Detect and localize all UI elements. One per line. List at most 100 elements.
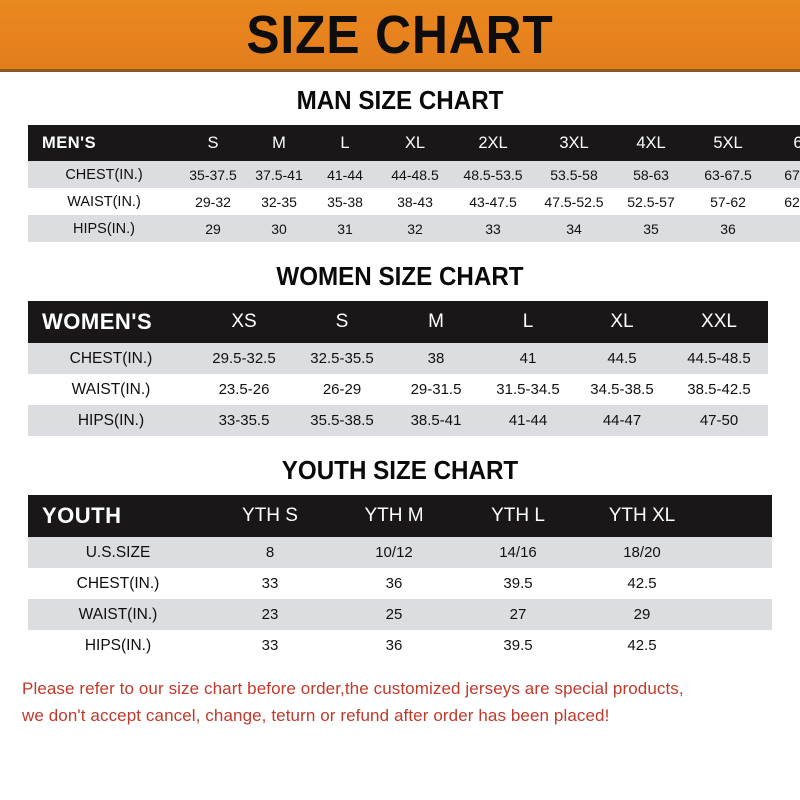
table-cell: 32 — [378, 215, 452, 242]
table-cell: 38-43 — [378, 188, 452, 215]
header-cell-size: YTH XL — [580, 495, 704, 537]
table-row: CHEST(IN.) 33 36 39.5 42.5 — [28, 568, 772, 599]
table-cell: 33 — [208, 630, 332, 661]
row-label: WAIST(IN.) — [28, 188, 180, 215]
table-cell: 63-67.5 — [688, 161, 768, 188]
disclaimer-line-2: we don't accept cancel, change, teturn o… — [22, 706, 610, 725]
row-label: HIPS(IN.) — [28, 215, 180, 242]
table-cell: 35.5-38.5 — [294, 405, 390, 436]
section-man: MAN SIZE CHART MEN'S S M L XL 2XL — [0, 86, 800, 242]
header-cell-size: XL — [574, 301, 670, 343]
table-cell: 44.5-48.5 — [670, 343, 768, 374]
table-row: HIPS(IN.) 33 36 39.5 42.5 — [28, 630, 772, 661]
table-cell: 47.5-52.5 — [534, 188, 614, 215]
table-cell-spacer — [704, 568, 772, 599]
section-title-youth: YOUTH SIZE CHART — [281, 455, 519, 485]
table-cell: 29.5-32.5 — [194, 343, 294, 374]
row-label: CHEST(IN.) — [28, 161, 180, 188]
table-cell: 35-37.5 — [180, 161, 246, 188]
table-cell: 44.5 — [574, 343, 670, 374]
table-row: WAIST(IN.) 23.5-26 26-29 29-31.5 31.5-34… — [28, 374, 768, 405]
header-cell-size: M — [390, 301, 482, 343]
header-cell-size: YTH M — [332, 495, 456, 537]
table-cell: 33 — [208, 568, 332, 599]
table-cell: 8 — [208, 537, 332, 568]
table-cell: 27 — [456, 599, 580, 630]
header-cell-size: S — [294, 301, 390, 343]
table-cell: 41-44 — [312, 161, 378, 188]
table-row: WAIST(IN.) 29-32 32-35 35-38 38-43 43-47… — [28, 188, 800, 215]
page-banner: SIZE CHART — [0, 0, 800, 72]
table-wrap-women: WOMEN'S XS S M L XL XXL CHEST(IN.) 29.5-… — [28, 301, 772, 436]
table-cell: 25 — [332, 599, 456, 630]
table-cell: 34.5-38.5 — [574, 374, 670, 405]
table-cell: 32.5-35.5 — [294, 343, 390, 374]
table-wrap-man: MEN'S S M L XL 2XL 3XL 4XL 5XL 6XL CHEST… — [28, 125, 800, 242]
table-cell: 41-44 — [482, 405, 574, 436]
table-cell: 18/20 — [580, 537, 704, 568]
table-cell: 36 — [688, 215, 768, 242]
table-cell: 39.5 — [456, 568, 580, 599]
table-cell: 26-29 — [294, 374, 390, 405]
header-cell-size: YTH S — [208, 495, 332, 537]
table-cell: 36 — [332, 568, 456, 599]
size-table-youth: YOUTH YTH S YTH M YTH L YTH XL U.S.SIZE … — [28, 495, 772, 661]
table-cell: 37.5-41 — [246, 161, 312, 188]
table-cell: 23 — [208, 599, 332, 630]
table-row: WAIST(IN.) 23 25 27 29 — [28, 599, 772, 630]
table-row: CHEST(IN.) 29.5-32.5 32.5-35.5 38 41 44.… — [28, 343, 768, 374]
table-header-row: WOMEN'S XS S M L XL XXL — [28, 301, 768, 343]
row-label: CHEST(IN.) — [28, 343, 194, 374]
table-cell: 23.5-26 — [194, 374, 294, 405]
table-row: HIPS(IN.) 33-35.5 35.5-38.5 38.5-41 41-4… — [28, 405, 768, 436]
section-title-women: WOMEN SIZE CHART — [276, 261, 524, 291]
table-cell: 29 — [580, 599, 704, 630]
row-label: HIPS(IN.) — [28, 630, 208, 661]
header-cell-size: XS — [194, 301, 294, 343]
table-cell: 38 — [390, 343, 482, 374]
table-cell: 29-32 — [180, 188, 246, 215]
header-cell-size: M — [246, 125, 312, 161]
header-cell-spacer — [704, 495, 772, 537]
table-cell: 52.5-57 — [614, 188, 688, 215]
table-cell: 35-38 — [312, 188, 378, 215]
header-cell-size: YTH L — [456, 495, 580, 537]
row-label: HIPS(IN.) — [28, 405, 194, 436]
table-body-youth: YOUTH YTH S YTH M YTH L YTH XL U.S.SIZE … — [28, 495, 772, 661]
table-wrap-youth: YOUTH YTH S YTH M YTH L YTH XL U.S.SIZE … — [28, 495, 772, 661]
table-cell-spacer — [704, 537, 772, 568]
header-cell-size: L — [312, 125, 378, 161]
table-cell: 30 — [246, 215, 312, 242]
table-cell: 42.5 — [580, 568, 704, 599]
size-table-women: WOMEN'S XS S M L XL XXL CHEST(IN.) 29.5-… — [28, 301, 768, 436]
table-cell: 41 — [482, 343, 574, 374]
table-cell: 36 — [332, 630, 456, 661]
row-label: WAIST(IN.) — [28, 374, 194, 405]
size-table-man: MEN'S S M L XL 2XL 3XL 4XL 5XL 6XL CHEST… — [28, 125, 800, 242]
table-cell: 44-47 — [574, 405, 670, 436]
header-cell-size: 4XL — [614, 125, 688, 161]
header-cell-size: 2XL — [452, 125, 534, 161]
table-cell: 38.5-41 — [390, 405, 482, 436]
row-label: CHEST(IN.) — [28, 568, 208, 599]
table-cell: 53.5-58 — [534, 161, 614, 188]
table-row: HIPS(IN.) 29 30 31 32 33 34 35 36 37 — [28, 215, 800, 242]
table-header-row: YOUTH YTH S YTH M YTH L YTH XL — [28, 495, 772, 537]
section-women: WOMEN SIZE CHART WOMEN'S XS S M L XL — [0, 262, 800, 436]
section-title-man: MAN SIZE CHART — [296, 85, 504, 115]
table-cell: 47-50 — [670, 405, 768, 436]
table-body-women: WOMEN'S XS S M L XL XXL CHEST(IN.) 29.5-… — [28, 301, 768, 436]
table-cell: 67.5-72 — [768, 161, 800, 188]
table-cell: 34 — [534, 215, 614, 242]
table-cell: 33-35.5 — [194, 405, 294, 436]
header-cell-category: WOMEN'S — [28, 301, 194, 343]
table-cell: 48.5-53.5 — [452, 161, 534, 188]
table-cell: 44-48.5 — [378, 161, 452, 188]
header-cell-size: 6XL — [768, 125, 800, 161]
header-cell-size: S — [180, 125, 246, 161]
row-label: WAIST(IN.) — [28, 599, 208, 630]
table-cell-spacer — [704, 630, 772, 661]
table-cell-spacer — [704, 599, 772, 630]
header-cell-size: 5XL — [688, 125, 768, 161]
